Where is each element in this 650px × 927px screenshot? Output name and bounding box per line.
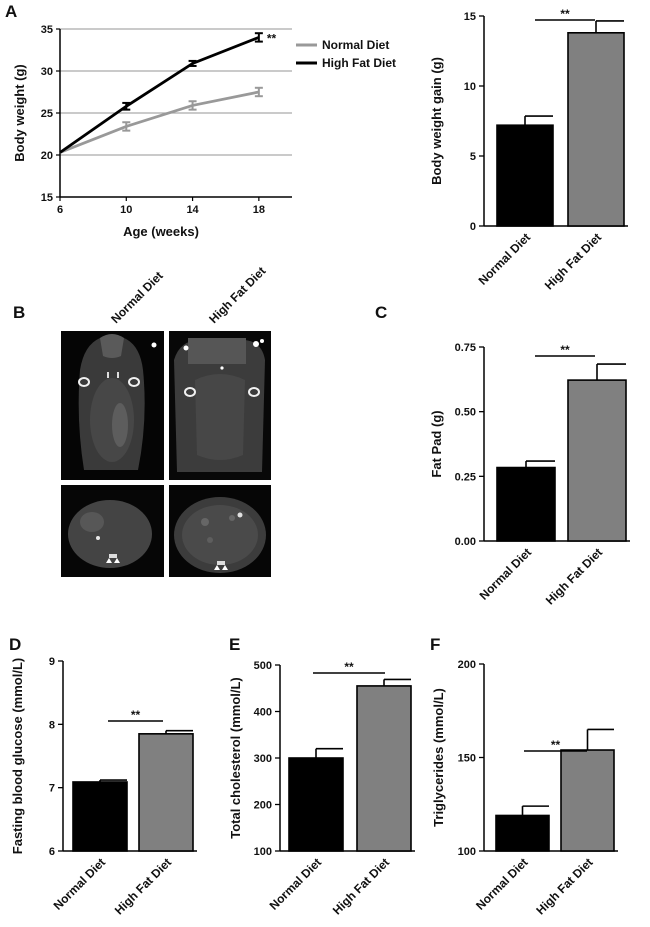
panel-letter-c: C [375, 303, 387, 322]
y-tick-label: 0.25 [455, 471, 476, 483]
y-tick-label: 5 [470, 151, 476, 163]
x-tick-label: 10 [120, 204, 132, 216]
x-category-label: Normal Diet [51, 855, 109, 913]
imaging-col-label-hfd: High Fat Diet [206, 264, 268, 326]
bar [560, 749, 615, 852]
y-tick-label: 8 [49, 719, 55, 731]
bar [567, 31, 625, 227]
bar [72, 781, 128, 852]
bar [567, 379, 627, 542]
y-axis-title: Body weight gain (g) [429, 57, 444, 185]
significance-marker: ** [560, 7, 570, 21]
y-tick-label: 0 [470, 221, 476, 233]
ct-axial-normal-image [61, 485, 164, 577]
significance-marker: ** [560, 343, 570, 357]
significance-marker: ** [267, 31, 277, 45]
panel-letter-b: B [13, 303, 25, 322]
panel-letter-e: E [229, 635, 240, 654]
y-tick-label: 35 [41, 24, 53, 36]
x-category-label: High Fat Diet [542, 230, 604, 292]
y-tick-label: 15 [41, 192, 53, 204]
fat-pad-bar-chart: 0.00 0.25 0.50 0.75 Normal Diet High Fat Diet… [429, 342, 630, 607]
significance-marker: ** [344, 660, 354, 674]
y-tick-label: 7 [49, 783, 55, 795]
x-tick-label: 18 [253, 204, 265, 216]
panel-letter-a: A [5, 2, 17, 21]
y-axis-title: Fat Pad (g) [429, 410, 444, 477]
y-tick-label: 30 [41, 66, 53, 78]
y-tick-label: 500 [254, 660, 272, 672]
significance-marker: ** [551, 738, 561, 752]
y-axis-title: Total cholesterol (mmol/L) [228, 677, 243, 839]
y-tick-label: 100 [458, 846, 476, 858]
bar [288, 757, 344, 852]
x-category-label: High Fat Diet [533, 855, 595, 917]
total-cholesterol-bar-chart: 100 200 300 400 500 Normal Diet High Fat Diet *… [228, 660, 415, 917]
imaging-col-label-normal: Normal Diet [108, 269, 166, 327]
panel-letter-d: D [9, 635, 21, 654]
bar [356, 685, 412, 852]
x-category-label: High Fat Diet [112, 855, 174, 917]
y-tick-label: 400 [254, 707, 272, 719]
triglycerides-bar-chart: 100 150 200 Normal Diet High Fat Diet ** Trigl… [431, 659, 618, 917]
body-weight-line-chart: 15 20 25 30 35 6 10 14 18 Age (weeks) Body weight … [12, 24, 396, 239]
y-tick-label: 10 [464, 81, 476, 93]
fasting-glucose-bar-chart: 6 7 8 9 Normal Diet High Fat Diet ** Fasting bl… [10, 656, 197, 917]
bar [495, 814, 550, 852]
panel-letter-f: F [430, 635, 440, 654]
y-tick-label: 0.50 [455, 407, 476, 419]
y-tick-label: 20 [41, 150, 53, 162]
x-axis-title: Age (weeks) [123, 224, 199, 239]
y-axis-title: Triglycerides (mmol/L) [431, 688, 446, 827]
x-category-label: Normal Diet [477, 545, 535, 603]
ct-coronal-normal-image [61, 331, 164, 480]
legend-label: Normal Diet [322, 38, 389, 52]
series-line [59, 90, 260, 154]
x-tick-label: 14 [186, 204, 199, 216]
y-tick-label: 9 [49, 656, 55, 668]
y-tick-label: 0.75 [455, 342, 476, 354]
x-category-label: High Fat Diet [543, 545, 605, 607]
y-axis-title: Fasting blood glucose (mmol/L) [10, 658, 25, 854]
y-tick-label: 25 [41, 108, 53, 120]
ct-axial-hfd-image [169, 485, 271, 577]
body-weight-gain-bar-chart: 0 5 10 15 Normal Diet High Fat Diet ** Body wei… [429, 7, 628, 292]
legend-label: High Fat Diet [322, 56, 396, 70]
y-tick-label: 200 [458, 659, 476, 671]
bar [496, 124, 554, 227]
ct-coronal-hfd-image [169, 331, 271, 480]
x-category-label: Normal Diet [267, 855, 325, 913]
significance-marker: ** [131, 708, 141, 722]
x-tick-label: 6 [57, 204, 63, 216]
y-tick-label: 15 [464, 11, 476, 23]
y-tick-label: 100 [254, 846, 272, 858]
y-tick-label: 0.00 [455, 536, 476, 548]
x-category-label: Normal Diet [476, 230, 534, 288]
y-tick-label: 200 [254, 800, 272, 812]
x-category-label: Normal Diet [473, 855, 531, 913]
bar [138, 733, 194, 852]
y-axis-title: Body weight (g) [12, 64, 27, 162]
x-category-label: High Fat Diet [330, 855, 392, 917]
y-tick-label: 300 [254, 753, 272, 765]
y-tick-label: 6 [49, 846, 55, 858]
series-line [59, 36, 260, 154]
bar [496, 466, 556, 542]
y-tick-label: 150 [458, 753, 476, 765]
ct-imaging-panel: Normal Diet High Fat Diet [61, 264, 271, 577]
